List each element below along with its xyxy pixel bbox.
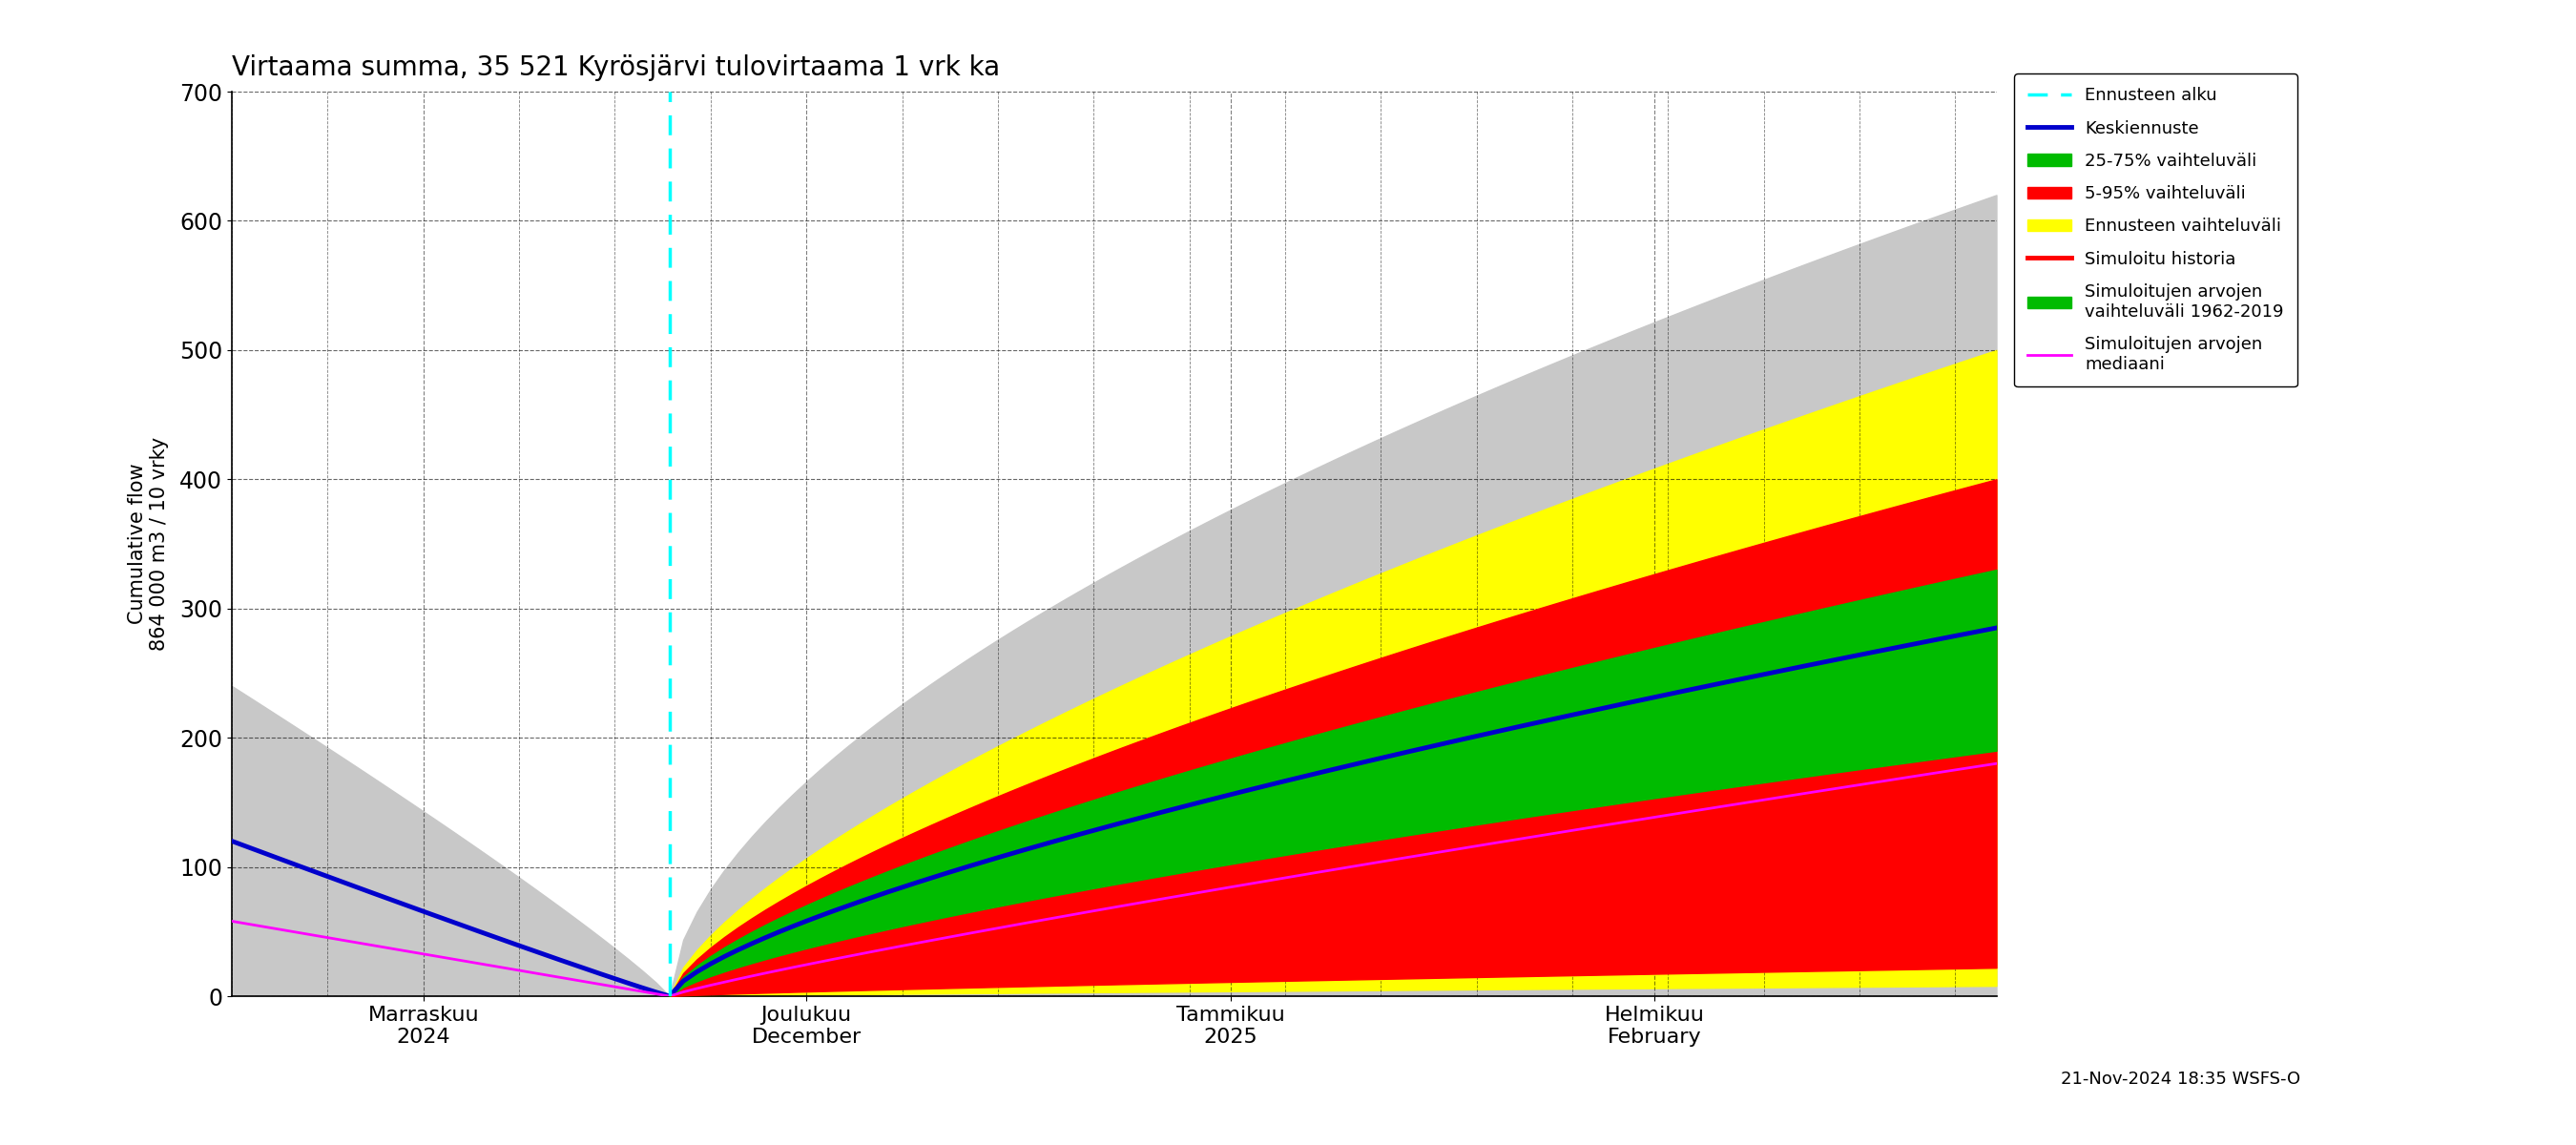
Y-axis label: Cumulative flow
864 000 m3 / 10 vrky: Cumulative flow 864 000 m3 / 10 vrky (129, 437, 170, 650)
Text: Virtaama summa, 35 521 Kyrösjärvi tulovirtaama 1 vrk ka: Virtaama summa, 35 521 Kyrösjärvi tulovi… (232, 55, 999, 81)
Text: 21-Nov-2024 18:35 WSFS-O: 21-Nov-2024 18:35 WSFS-O (2061, 1071, 2300, 1088)
Legend: Ennusteen alku, Keskiennuste, 25-75% vaihteluväli, 5-95% vaihteluväli, Ennusteen: Ennusteen alku, Keskiennuste, 25-75% vai… (2014, 73, 2298, 387)
